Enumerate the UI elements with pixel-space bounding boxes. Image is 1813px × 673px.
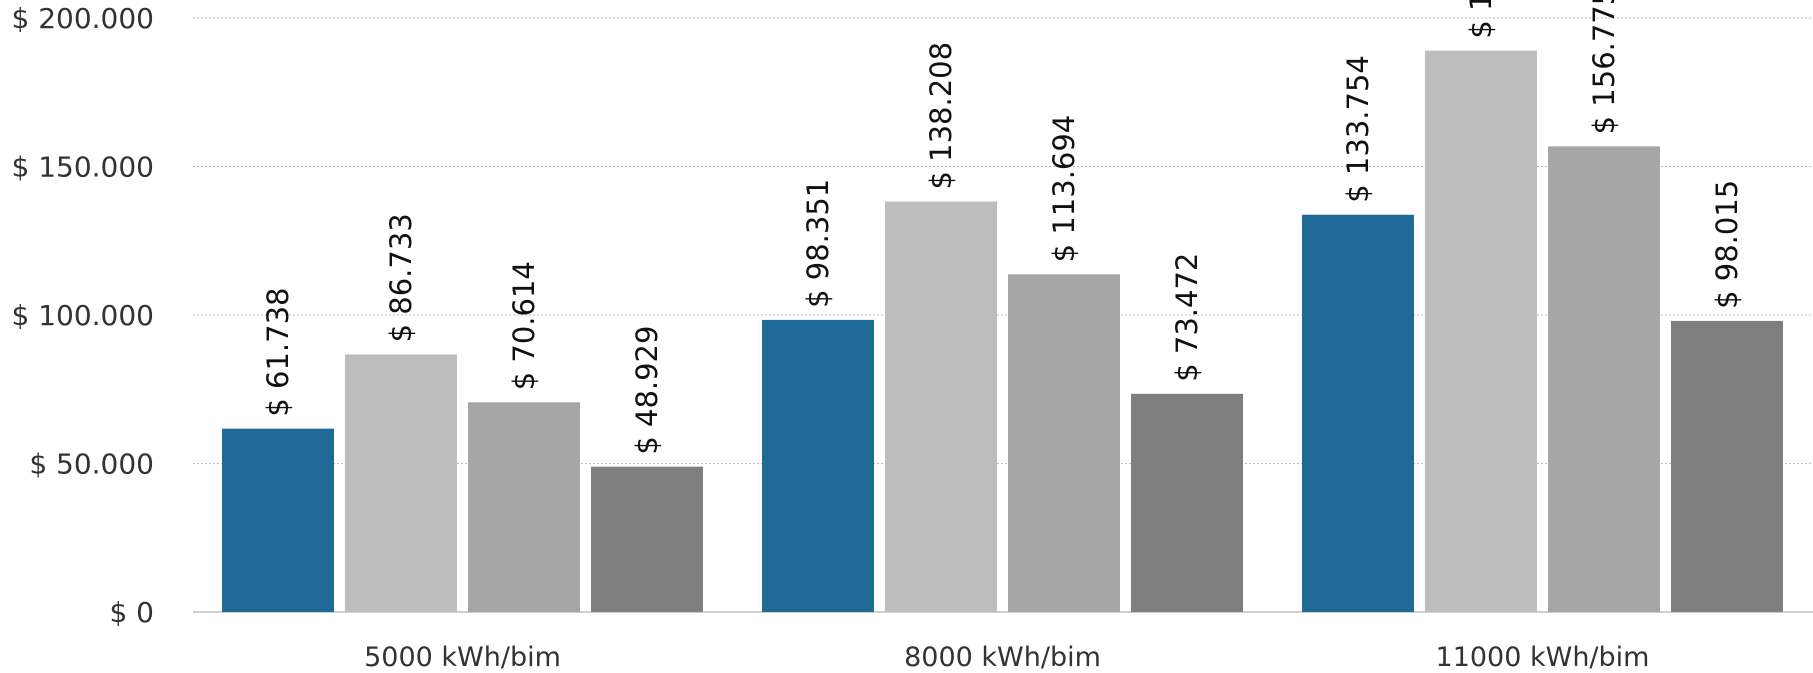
bar (1008, 274, 1120, 612)
y-tick-label: $ 0 (109, 596, 154, 629)
bar-value-label: $ 73.472 (1170, 253, 1204, 382)
bar (468, 402, 580, 612)
x-axis-category-labels: 5000 kWh/bim 8000 kWh/bim 11000 kWh/bim (364, 642, 1649, 673)
data-labels: $ 61.738 $ 98.351 $ 133.754 $ 86.733 $ 138.2… (261, 0, 1744, 455)
bar (591, 466, 703, 612)
bar-value-label: $ 1 (1464, 0, 1498, 39)
bar-value-label: $ 86.733 (384, 213, 418, 342)
bar (345, 354, 457, 612)
bar-value-label: $ 61.738 (261, 287, 295, 416)
y-tick-label: $ 200.000 (11, 2, 154, 35)
bar-value-label: $ 48.929 (630, 326, 664, 455)
bar-value-label: $ 98.351 (801, 179, 835, 308)
bar (1548, 146, 1660, 613)
bar-value-label: $ 70.614 (507, 261, 541, 390)
y-tick-label: $ 150.000 (11, 151, 154, 184)
bar-value-label: $ 98.015 (1710, 180, 1744, 309)
gridlines (193, 17, 1813, 613)
x-category-label: 5000 kWh/bim (364, 642, 561, 673)
y-tick-label: $ 100.000 (11, 299, 154, 332)
bar (1302, 214, 1414, 613)
y-tick-label: $ 50.000 (29, 448, 154, 481)
bar-value-label: $ 133.754 (1341, 55, 1375, 203)
bar (1131, 393, 1243, 612)
bar (222, 428, 334, 612)
bar-value-label: $ 138.208 (924, 42, 958, 190)
y-axis-tick-labels: $ 0 $ 50.000 $ 100.000 $ 150.000 $ 200.000 (11, 2, 154, 629)
x-category-label: 11000 kWh/bim (1436, 642, 1650, 673)
bar (885, 201, 997, 612)
bar (1671, 320, 1783, 612)
bar (762, 319, 874, 612)
bars (222, 50, 1783, 613)
bar-value-label: $ 156.775 (1587, 0, 1621, 134)
x-category-label: 8000 kWh/bim (904, 642, 1101, 673)
bar (1425, 50, 1537, 613)
bar-value-label: $ 113.694 (1047, 115, 1081, 263)
